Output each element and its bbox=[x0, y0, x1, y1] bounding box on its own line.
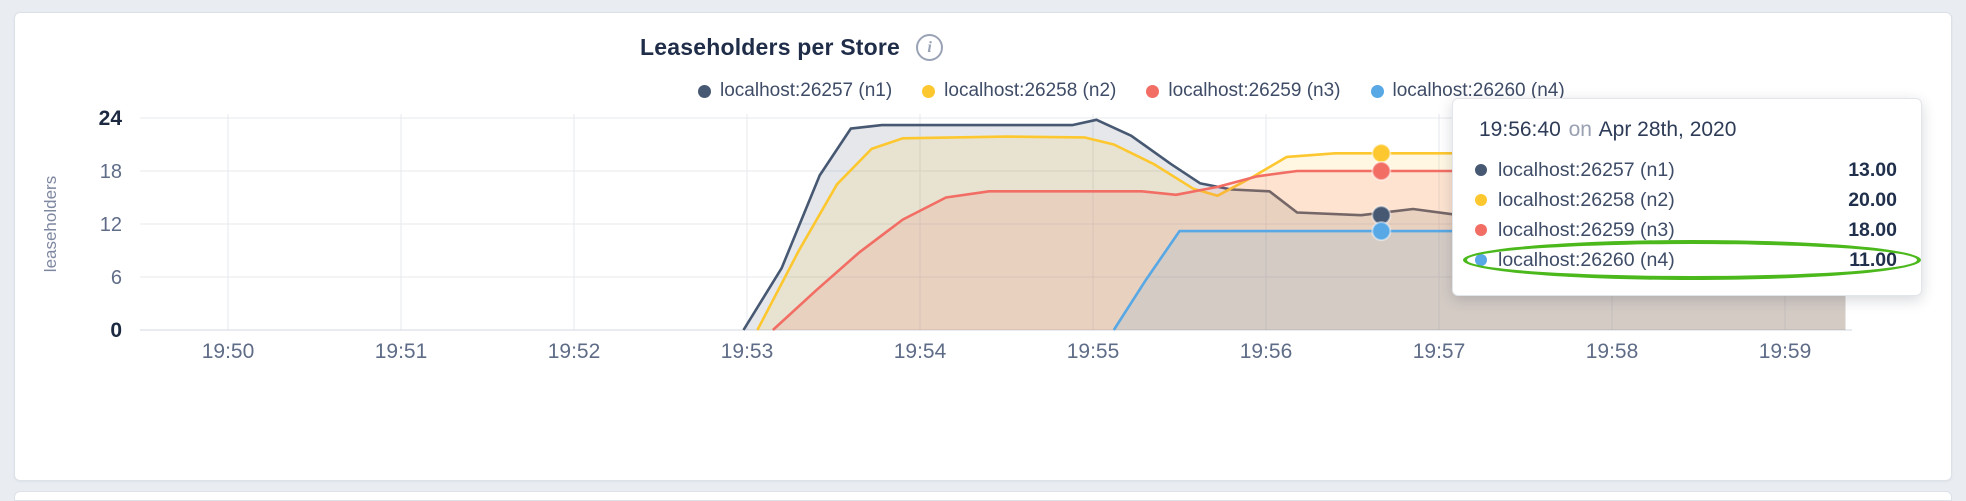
legend-dot bbox=[698, 84, 711, 98]
tooltip-series-label: localhost:26260 (n4) bbox=[1498, 248, 1675, 271]
tooltip-series-value: 11.00 bbox=[1849, 248, 1897, 271]
legend-label: localhost:26259 (n3) bbox=[1168, 80, 1341, 101]
chart-tooltip: 19:56:40 on Apr 28th, 2020 localhost:262… bbox=[1452, 98, 1922, 296]
tooltip-series-label: localhost:26259 (n3) bbox=[1498, 218, 1675, 241]
tooltip-conjunction: on bbox=[1568, 118, 1592, 141]
tooltip-time: 19:56:40 bbox=[1479, 118, 1561, 141]
tooltip-series-value: 13.00 bbox=[1848, 158, 1897, 181]
chart-title: Leaseholders per Store bbox=[640, 34, 901, 60]
tooltip-series-label: localhost:26258 (n2) bbox=[1498, 188, 1675, 211]
legend-dot bbox=[1370, 84, 1384, 98]
tooltip-series-value: 18.00 bbox=[1848, 218, 1897, 241]
tooltip-series-dot bbox=[1475, 194, 1487, 206]
info-icon[interactable]: i bbox=[916, 34, 944, 61]
legend: localhost:26257 (n1) localhost:26258 (n2)… bbox=[698, 80, 1565, 102]
tooltip-rows: localhost:26257 (n1) 13.00 localhost:26258… bbox=[1463, 155, 1921, 280]
tooltip-series-dot bbox=[1475, 164, 1487, 176]
tooltip-series-value: 20.00 bbox=[1848, 188, 1897, 211]
legend-dot bbox=[1146, 84, 1160, 98]
legend-item[interactable]: localhost:26257 (n1) bbox=[698, 80, 892, 102]
tooltip-header: 19:56:40 on Apr 28th, 2020 bbox=[1475, 117, 1897, 143]
chart-header: Leaseholders per Store i bbox=[640, 34, 944, 61]
legend-item[interactable]: localhost:26259 (n3) bbox=[1146, 80, 1341, 102]
tooltip-row: localhost:26260 (n4) 11.00 bbox=[1463, 240, 1921, 280]
legend-item[interactable]: localhost:26260 (n4) bbox=[1370, 80, 1565, 102]
tooltip-row: localhost:26259 (n3) 18.00 bbox=[1475, 215, 1897, 245]
next-card-edge bbox=[14, 491, 1952, 501]
tooltip-date: Apr 28th, 2020 bbox=[1598, 118, 1737, 141]
tooltip-row: localhost:26257 (n1) 13.00 bbox=[1475, 155, 1897, 185]
legend-label: localhost:26258 (n2) bbox=[944, 80, 1117, 101]
legend-label: localhost:26257 (n1) bbox=[720, 80, 893, 101]
legend-label: localhost:26260 (n4) bbox=[1392, 80, 1565, 101]
tooltip-series-dot bbox=[1475, 224, 1487, 236]
tooltip-series-label: localhost:26257 (n1) bbox=[1498, 158, 1675, 181]
legend-item[interactable]: localhost:26258 (n2) bbox=[922, 80, 1116, 102]
tooltip-row: localhost:26258 (n2) 20.00 bbox=[1475, 185, 1897, 215]
tooltip-series-dot bbox=[1475, 254, 1487, 266]
legend-dot bbox=[922, 84, 936, 98]
